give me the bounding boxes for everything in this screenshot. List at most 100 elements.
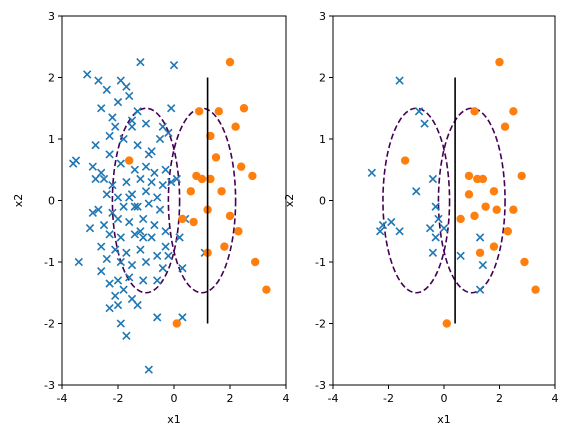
class-0-point	[167, 104, 176, 113]
class-1-point	[478, 174, 488, 184]
class-0-point	[108, 180, 117, 190]
class-0-point	[139, 214, 148, 224]
class-0-point	[161, 165, 170, 174]
class-0-point	[141, 119, 151, 128]
class-0-point	[105, 230, 114, 239]
class-0-point	[133, 300, 142, 310]
class-1-point	[231, 122, 240, 131]
class-1-point	[211, 153, 221, 162]
y-tick-label: -3	[44, 379, 55, 392]
class-0-point	[478, 260, 488, 270]
class-1-point	[262, 285, 271, 294]
class-0-point	[153, 313, 162, 322]
x-tick-label: 4	[283, 392, 290, 405]
class-0-point	[420, 119, 429, 128]
class-0-point	[133, 140, 142, 150]
class-0-point	[367, 168, 377, 177]
x-tick-label: 2	[496, 392, 503, 405]
class-0-point	[127, 116, 137, 125]
gaussian-contour-ellipse	[111, 107, 181, 294]
class-0-point	[133, 107, 142, 116]
class-0-point	[136, 57, 145, 67]
class-1-point	[475, 248, 485, 257]
class-0-point	[105, 303, 114, 313]
class-0-point	[141, 187, 151, 196]
class-0-point	[97, 104, 106, 113]
class-0-point	[105, 131, 114, 141]
class-0-point	[119, 134, 128, 144]
x-tick-label: 0	[171, 392, 178, 405]
class-0-point	[153, 251, 162, 261]
class-0-point	[99, 174, 109, 184]
class-0-point	[136, 245, 145, 254]
class-1-point	[220, 242, 229, 251]
class-0-point	[136, 227, 145, 236]
class-0-point	[127, 260, 137, 270]
class-0-point	[428, 174, 438, 184]
class-1-point	[186, 187, 195, 196]
class-0-point	[88, 162, 97, 171]
class-1-point	[495, 57, 504, 67]
class-0-point	[475, 285, 485, 294]
y-tick-label: -3	[315, 379, 326, 392]
class-1-point	[481, 202, 490, 211]
class-0-point	[108, 113, 117, 122]
class-0-point	[88, 208, 97, 217]
class-0-point	[99, 220, 109, 230]
class-0-point	[153, 193, 162, 202]
class-1-point	[197, 174, 207, 184]
class-1-point	[489, 187, 499, 196]
class-0-point	[161, 242, 170, 251]
class-0-point	[105, 150, 114, 159]
x-tick-label: 4	[552, 392, 559, 405]
class-0-point	[122, 248, 131, 257]
class-0-point	[116, 233, 125, 242]
class-1-point	[178, 214, 187, 224]
class-0-point	[113, 276, 123, 285]
y-tick-label: 1	[48, 133, 55, 146]
class-0-point	[116, 159, 125, 168]
class-0-point	[94, 76, 103, 85]
class-0-point	[94, 205, 103, 214]
class-0-point	[130, 230, 139, 239]
class-0-point	[161, 227, 170, 236]
class-0-point	[147, 177, 156, 187]
right-subplot: -4 -2 0 2 4 3 2 1 0 -1 -2 -3 x1 x2	[283, 10, 559, 426]
class-1-point	[489, 242, 499, 251]
x-axis-label: x1	[437, 413, 451, 426]
class-0-point	[395, 76, 404, 85]
class-0-point	[122, 82, 131, 91]
class-0-point	[91, 140, 100, 150]
class-0-point	[169, 61, 179, 70]
class-1-point	[189, 217, 198, 227]
class-0-point	[111, 291, 120, 300]
class-0-point	[85, 224, 95, 233]
class-0-point	[102, 190, 111, 199]
class-0-point	[155, 205, 165, 214]
class-0-point	[155, 134, 165, 144]
y-tick-label: 2	[48, 72, 55, 85]
class-0-point	[71, 156, 81, 165]
class-0-point	[144, 365, 153, 374]
class-1-point	[214, 107, 223, 116]
class-0-point	[122, 331, 131, 340]
class-0-point	[147, 233, 156, 242]
class-0-point	[153, 276, 162, 285]
class-0-point	[414, 107, 424, 116]
x-tick-label: -4	[328, 392, 339, 405]
class-1-point	[517, 171, 526, 181]
x-axis-label: x1	[167, 413, 181, 426]
class-1-point	[400, 156, 410, 165]
class-0-point	[113, 193, 123, 202]
class-1-point	[492, 205, 501, 214]
class-1-point	[520, 257, 529, 267]
y-tick-label: 3	[319, 10, 326, 23]
class-0-point	[378, 220, 388, 230]
class-1-point	[234, 227, 243, 236]
class-1-point	[509, 205, 518, 214]
x-tick-label: 0	[441, 392, 448, 405]
y-tick-label: -1	[44, 256, 55, 269]
class-0-point	[127, 122, 137, 131]
y-tick-label: -2	[315, 318, 326, 331]
class-0-point	[141, 257, 151, 267]
